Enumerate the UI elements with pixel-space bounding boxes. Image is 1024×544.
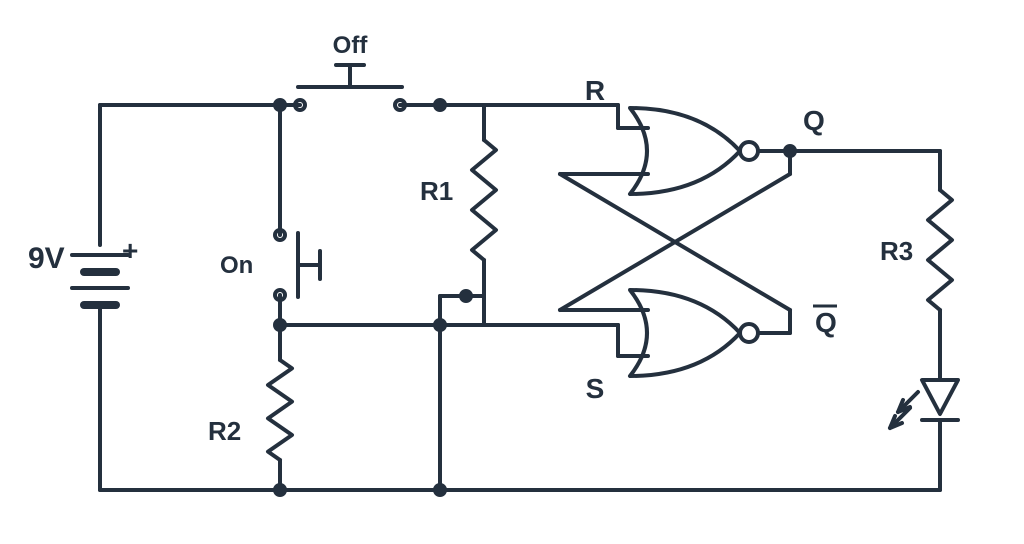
nor-gate-top — [630, 108, 740, 194]
q-output-label: Q — [803, 105, 825, 136]
nor-gate-bottom — [630, 290, 740, 376]
r2-label: R2 — [208, 416, 241, 446]
circuit-diagram: +9V Off On R1 R2 R3 R S Q Q — [0, 0, 1024, 544]
switch-on-label: On — [220, 252, 253, 279]
switch-off-label: Off — [333, 32, 369, 59]
s-input-label: S — [586, 373, 605, 404]
r-input-label: R — [585, 75, 605, 106]
voltage-label: 9V — [28, 242, 65, 275]
r3-label: R3 — [880, 236, 913, 266]
battery-plus: + — [122, 235, 138, 266]
r1-label: R1 — [420, 176, 453, 206]
qbar-output-label: Q — [815, 307, 837, 338]
